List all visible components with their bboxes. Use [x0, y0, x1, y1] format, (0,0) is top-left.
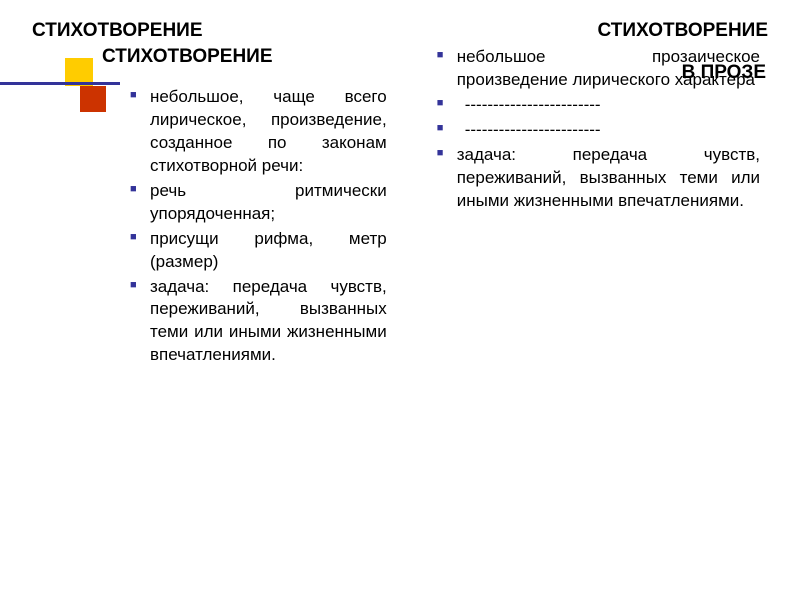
list-item: ------------------------	[437, 119, 760, 142]
left-list: небольшое, чаще всего лирическое, произв…	[130, 86, 387, 367]
column-left: небольшое, чаще всего лирическое, произв…	[30, 86, 387, 369]
list-item: задача: передача чувств, переживаний, вы…	[130, 276, 387, 368]
list-item: небольшое прозаическое произведение лири…	[437, 46, 760, 92]
list-item: присущи рифма, метр (размер)	[130, 228, 387, 274]
columns: небольшое, чаще всего лирическое, произв…	[30, 86, 770, 369]
title-row: СТИХОТВОРЕНИЕ СТИХОТВОРЕНИЕ В ПРОЗЕ	[30, 20, 770, 42]
slide: СТИХОТВОРЕНИЕ СТИХОТВОРЕНИЕ В ПРОЗЕ СТИХ…	[0, 0, 800, 600]
title-left-main: СТИХОТВОРЕНИЕ	[30, 20, 400, 42]
deco-line	[0, 82, 120, 85]
column-right: небольшое прозаическое произведение лири…	[417, 46, 770, 369]
right-list: небольшое прозаическое произведение лири…	[437, 46, 760, 213]
deco-square-red	[80, 86, 106, 112]
list-item: небольшое, чаще всего лирическое, произв…	[130, 86, 387, 178]
title-right-main: СТИХОТВОРЕНИЕ	[400, 20, 770, 42]
list-item: речь ритмически упорядоченная;	[130, 180, 387, 226]
list-item: задача: передача чувств, переживаний, вы…	[437, 144, 760, 213]
title-right-wrap: СТИХОТВОРЕНИЕ В ПРОЗЕ	[400, 20, 770, 42]
slide-decoration	[0, 58, 120, 118]
list-item: ------------------------	[437, 94, 760, 117]
